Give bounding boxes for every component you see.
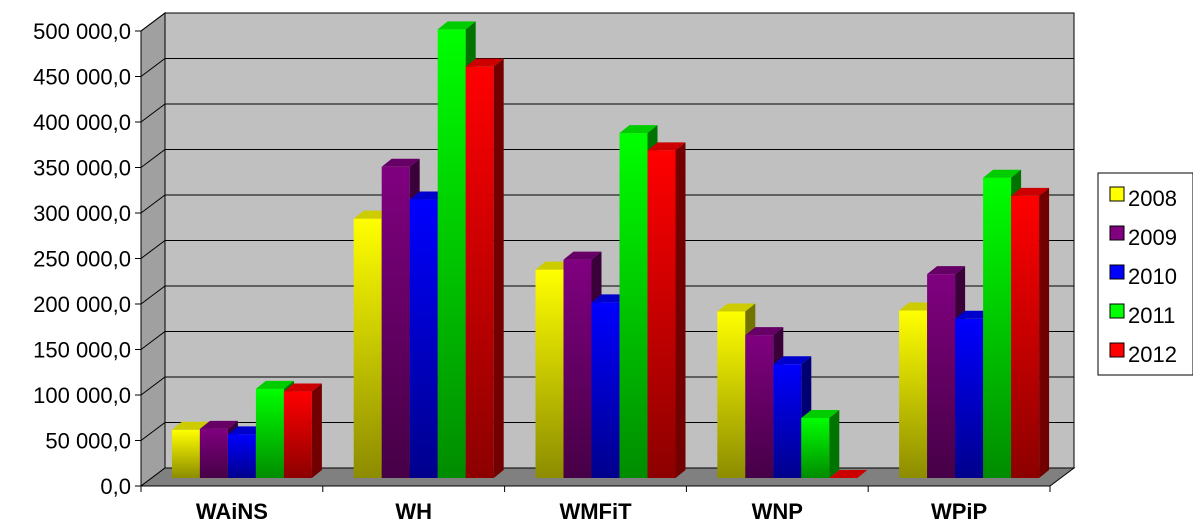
legend-label: 2010 [1128, 264, 1177, 289]
bar-front [1011, 195, 1040, 478]
bar-side [493, 58, 504, 479]
bar-front [353, 218, 382, 478]
y-tick-label: 250 000,0 [33, 247, 131, 272]
legend-swatch [1109, 303, 1125, 319]
y-tick-label: 500 000,0 [33, 19, 131, 44]
legend-swatch [1109, 264, 1125, 280]
bar-side [829, 409, 840, 478]
bar [465, 58, 504, 479]
gridline [140, 149, 1074, 168]
legend-label: 2008 [1128, 186, 1177, 211]
legend: 2008 2009 2010 2011 2012 [1097, 172, 1193, 376]
gridline [140, 103, 1074, 123]
x-tick-label: WH [395, 499, 432, 524]
bar-top [283, 383, 322, 392]
bar-top [829, 470, 868, 478]
bar-front [381, 166, 410, 478]
bar-front [255, 388, 284, 478]
bar [801, 409, 840, 478]
y-tick-label: 350 000,0 [33, 156, 131, 181]
bar-front [199, 428, 228, 478]
legend-label: 2012 [1128, 342, 1177, 367]
bar-front [899, 310, 928, 478]
legend-swatch [1109, 186, 1125, 202]
bar-top [1011, 187, 1050, 196]
bars [171, 21, 1050, 479]
bar-top [983, 169, 1022, 178]
gridline [140, 285, 1074, 305]
y-tick-label: 450 000,0 [33, 65, 131, 90]
bar [647, 142, 686, 478]
gridline [140, 58, 1074, 77]
bar-top [255, 380, 294, 389]
legend-item: 2011 [1109, 303, 1175, 328]
bar-top [437, 21, 476, 30]
legend-label: 2011 [1128, 303, 1175, 328]
bar [1011, 187, 1050, 478]
bar [283, 383, 322, 478]
bar-front [591, 302, 620, 478]
bar [829, 470, 868, 478]
x-tick-label: WAiNS [196, 499, 268, 524]
bar-front [171, 429, 200, 478]
bar-front [465, 66, 494, 479]
bar-top [773, 356, 812, 365]
legend-box [1097, 172, 1193, 376]
x-tick-label: WPiP [931, 499, 987, 524]
y-tick-label: 400 000,0 [33, 110, 131, 135]
y-tick-label: 50 000,0 [45, 429, 131, 454]
bar-front [773, 364, 802, 478]
y-tick-label: 300 000,0 [33, 201, 131, 226]
gridline [140, 240, 1074, 259]
gridline [140, 12, 1074, 32]
y-axis-ticks: 0,0 50 000,0 100 000,0 150 000,0 200 000,0 25… [33, 19, 141, 499]
legend-swatch [1109, 225, 1125, 241]
y-tick-label: 100 000,0 [33, 383, 131, 408]
x-tick-label: WMFiT [559, 499, 632, 524]
bar-top [647, 142, 686, 151]
bar-side [311, 383, 322, 478]
bar-top [619, 125, 658, 134]
bar-top [801, 409, 840, 418]
bar-front [955, 318, 984, 478]
legend-item: 2012 [1109, 342, 1177, 367]
bar-top [171, 421, 210, 430]
bar-front [535, 269, 564, 478]
bar-top [563, 251, 602, 260]
bar-top [381, 158, 420, 167]
bar-top [717, 303, 756, 312]
bar-front [619, 133, 648, 479]
legend-label: 2009 [1128, 225, 1177, 250]
legend-item: 2009 [1109, 225, 1177, 250]
bar-front [717, 311, 746, 478]
bar [773, 356, 812, 478]
gridline [140, 194, 1074, 214]
legend-item: 2010 [1109, 264, 1177, 289]
bar-front [927, 274, 956, 478]
bar-top [465, 58, 504, 67]
bar-side [1039, 187, 1050, 478]
x-tick-label: WNP [752, 499, 803, 524]
y-tick-label: 200 000,0 [33, 292, 131, 317]
legend-swatch [1109, 342, 1125, 358]
bar-front [437, 29, 466, 479]
legend-item: 2008 [1109, 186, 1177, 211]
y-tick-label: 0,0 [100, 474, 131, 499]
bar-front [227, 434, 256, 478]
x-axis-ticks: WAiNS WH WMFiT WNP WPiP [140, 486, 1051, 524]
bar-top [745, 327, 784, 336]
bar-front [801, 417, 830, 478]
bar-front [745, 335, 774, 478]
y-tick-label: 150 000,0 [33, 338, 131, 363]
bar-front [563, 259, 592, 478]
bar-front [283, 391, 312, 478]
bar-front [983, 177, 1012, 478]
bar-top [927, 266, 966, 275]
bar-side [675, 142, 686, 478]
bar-front [647, 150, 676, 478]
bar-front [409, 199, 438, 479]
bar-top [199, 420, 238, 429]
